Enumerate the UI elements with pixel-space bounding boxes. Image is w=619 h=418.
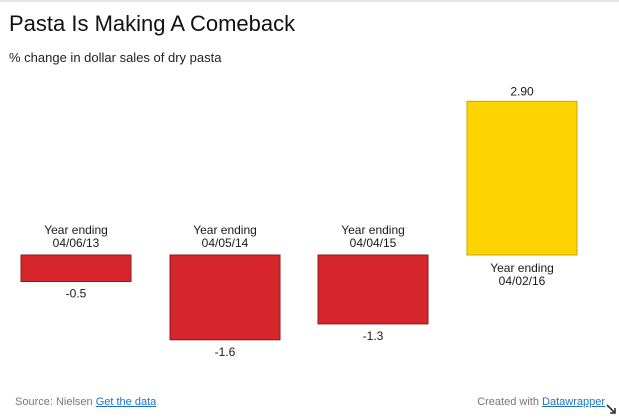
- category-label-3-line-2: 04/04/15: [350, 236, 397, 250]
- datawrapper-link[interactable]: Datawrapper: [542, 396, 605, 408]
- value-label-1: -0.5: [66, 287, 87, 301]
- bar-3: [317, 254, 429, 325]
- category-label-4-line-2: 04/02/16: [499, 274, 546, 288]
- bar-1: [20, 254, 132, 282]
- value-label-3: -1.3: [363, 329, 384, 343]
- category-label-1-line-2: 04/06/13: [53, 236, 100, 250]
- source-credit: Source: Nielsen Get the data: [15, 396, 156, 408]
- top-divider: [0, 0, 619, 2]
- category-label-2-line-1: Year ending: [193, 223, 257, 237]
- chart-title: Pasta Is Making A Comeback: [9, 11, 296, 36]
- resize-corner-icon[interactable]: [606, 404, 616, 414]
- category-label-4-line-1: Year ending: [490, 261, 554, 275]
- value-label-2: -1.6: [215, 345, 236, 359]
- value-label-4: 2.90: [510, 84, 534, 98]
- bar-2: [169, 254, 281, 341]
- created-with-label: Created with: [477, 396, 539, 408]
- category-label-2-line-2: 04/05/14: [202, 236, 249, 250]
- get-the-data-link[interactable]: Get the data: [95, 396, 157, 408]
- category-label-1-line-1: Year ending: [44, 223, 108, 237]
- chart-subtitle: % change in dollar sales of dry pasta: [9, 50, 222, 65]
- bar-4: [466, 100, 578, 256]
- created-with-credit: Created with Datawrapper: [477, 396, 605, 408]
- footer: Source: Nielsen Get the data Created wit…: [0, 393, 619, 415]
- category-label-3-line-1: Year ending: [341, 223, 405, 237]
- source-label: Source: Nielsen: [15, 396, 93, 408]
